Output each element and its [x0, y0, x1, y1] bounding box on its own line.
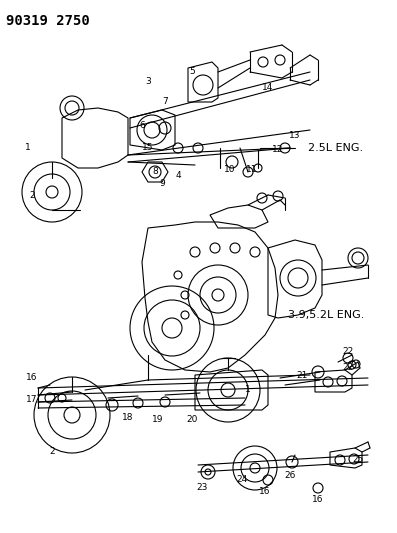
- Text: 21: 21: [296, 370, 308, 379]
- Text: 16: 16: [259, 488, 271, 497]
- Text: 3: 3: [145, 77, 151, 86]
- Text: 17: 17: [26, 395, 38, 405]
- Text: 12: 12: [272, 146, 284, 155]
- Text: 90319 2750: 90319 2750: [6, 14, 90, 28]
- Text: 16: 16: [26, 374, 38, 383]
- Text: 22: 22: [342, 364, 354, 373]
- Text: 2: 2: [49, 448, 55, 456]
- Text: 14: 14: [262, 84, 274, 93]
- Text: 23: 23: [196, 483, 208, 492]
- Text: 4: 4: [175, 171, 181, 180]
- Text: 2: 2: [29, 190, 35, 199]
- Text: 7: 7: [162, 98, 168, 107]
- Text: 15: 15: [142, 143, 154, 152]
- Text: 25: 25: [352, 456, 364, 464]
- Text: 8: 8: [152, 167, 158, 176]
- Text: 10: 10: [224, 166, 236, 174]
- Text: 13: 13: [289, 132, 301, 141]
- Text: 24: 24: [236, 475, 248, 484]
- Text: 1: 1: [25, 143, 31, 152]
- Text: 19: 19: [152, 416, 164, 424]
- Text: 18: 18: [122, 414, 134, 423]
- Text: 5: 5: [189, 68, 195, 77]
- Text: 1: 1: [245, 385, 251, 394]
- Text: 6: 6: [139, 122, 145, 131]
- Text: 2.5L ENG.: 2.5L ENG.: [308, 143, 363, 153]
- Text: 20: 20: [186, 416, 198, 424]
- Text: 3.9,5.2L ENG.: 3.9,5.2L ENG.: [288, 310, 364, 320]
- Text: 26: 26: [284, 471, 296, 480]
- Text: 16: 16: [312, 496, 324, 505]
- Text: 22: 22: [342, 348, 354, 357]
- Text: 9: 9: [159, 179, 165, 188]
- Text: 11: 11: [246, 166, 258, 174]
